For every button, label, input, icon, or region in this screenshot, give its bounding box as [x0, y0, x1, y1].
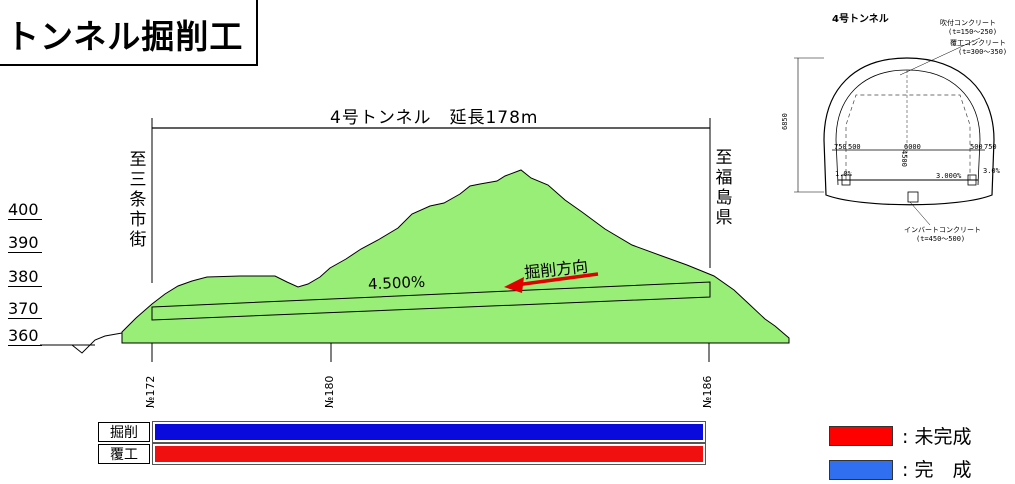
legend-label-complete: : 完 成: [902, 459, 972, 481]
title-box: [0, 0, 258, 66]
width-right-dimension: 500: [970, 143, 983, 151]
legend-swatch-incomplete: [829, 426, 893, 446]
elevation-label-390: 390: [8, 234, 42, 253]
shotcrete-label: 吹付コンクリート: [940, 19, 996, 27]
cross-slope-right: 3.0%: [983, 167, 1000, 175]
progress-bar-excavation: [152, 421, 706, 443]
tunnel-bore: [151, 281, 711, 321]
elevation-label-400: 400: [8, 201, 42, 220]
progress-row-label-lining: 覆工: [98, 444, 150, 464]
section-title: 4号トンネル: [832, 14, 889, 25]
progress-fill-lining: [155, 446, 703, 462]
cross-slope-left: 1.0%: [835, 170, 852, 178]
elevation-label-360: 360: [8, 327, 42, 346]
legend-label-incomplete: : 未完成: [902, 426, 972, 448]
progress-row-label-excavation: 掘削: [98, 422, 150, 442]
page-title: トンネル掘削工: [6, 17, 244, 56]
shotcrete-thickness: (t=150～250): [948, 28, 998, 36]
station-label-172: №172: [144, 375, 157, 408]
station-label-186: №186: [701, 375, 714, 408]
height-total-dimension: 6850: [781, 113, 789, 130]
tunnel-length-label: 4号トンネル 延長178m: [330, 108, 539, 128]
direction-right-label: 至福島県: [715, 148, 733, 228]
invert-label: インバートコンクリート: [904, 226, 981, 234]
invert-thickness: (t=450～500): [916, 235, 966, 243]
height-inner-dimension: 4500: [900, 150, 908, 167]
width-center-dimension: 6000: [904, 143, 921, 151]
progress-bar-lining: [152, 443, 706, 465]
cross-slope-label: 3.000%: [936, 172, 962, 180]
ground-mass: [121, 169, 790, 344]
lining-thickness: (t=300～350): [958, 48, 1008, 56]
tunnel-cross-section: [794, 37, 995, 226]
grade-label: 4.500%: [367, 272, 426, 294]
station-label-180: №180: [323, 375, 336, 408]
legend-swatch-complete: [829, 460, 893, 480]
elevation-label-370: 370: [8, 300, 42, 319]
direction-left-label: 至三条市街: [129, 150, 147, 250]
width-left-dimension: 750: [834, 143, 847, 151]
lining-label: 覆工コンクリート: [950, 39, 1006, 47]
elevation-label-380: 380: [8, 268, 42, 287]
width-left2-dimension: 500: [848, 143, 861, 151]
progress-fill-excavation: [155, 424, 703, 440]
width-right2-dimension: 750: [984, 143, 997, 151]
